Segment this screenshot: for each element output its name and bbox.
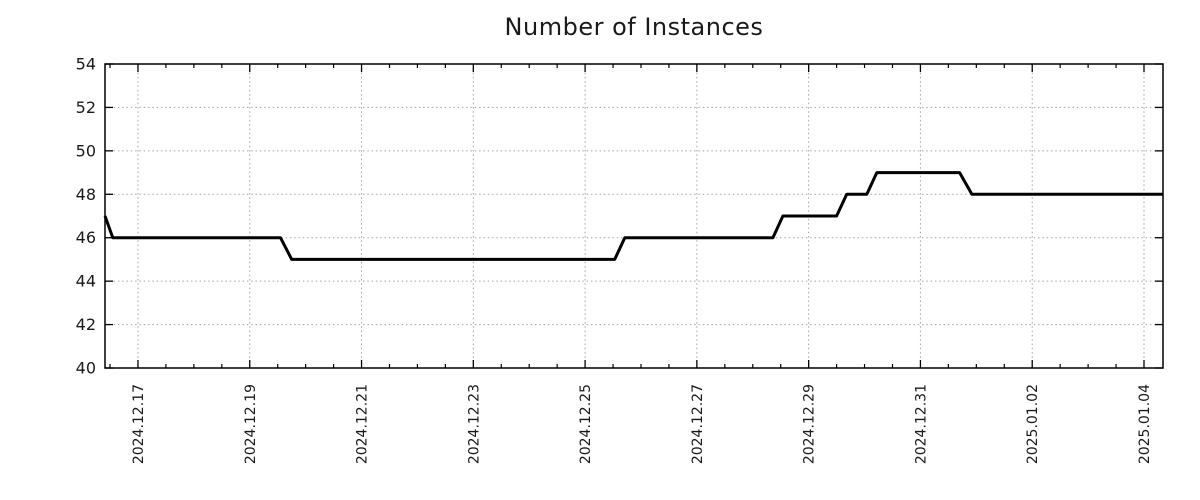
x-tick-label: 2024.12.23 bbox=[466, 384, 482, 464]
y-tick-label: 44 bbox=[76, 272, 96, 291]
x-tick-label: 2024.12.21 bbox=[355, 384, 371, 464]
x-tick-label: 2024.12.25 bbox=[578, 384, 594, 464]
plot-border bbox=[104, 63, 1164, 369]
x-tick-label: 2024.12.31 bbox=[913, 384, 929, 464]
y-tick-label: 46 bbox=[76, 228, 96, 247]
x-tick-label: 2024.12.17 bbox=[131, 384, 147, 464]
x-tick-label: 2025.01.04 bbox=[1137, 384, 1153, 464]
y-tick-label: 48 bbox=[76, 185, 96, 204]
x-tick-label: 2024.12.29 bbox=[802, 384, 818, 464]
y-tick-label: 42 bbox=[76, 315, 96, 334]
y-tick-label: 40 bbox=[76, 359, 96, 378]
x-tick-label: 2025.01.02 bbox=[1025, 384, 1041, 464]
y-tick-label: 54 bbox=[76, 55, 96, 74]
data-line bbox=[103, 171, 1163, 261]
x-tick-label: 2024.12.19 bbox=[243, 384, 259, 464]
chart-title: Number of Instances bbox=[504, 13, 764, 41]
y-tick-label: 52 bbox=[76, 98, 96, 117]
x-tick-label: 2024.12.27 bbox=[690, 384, 706, 464]
y-tick-label: 50 bbox=[76, 141, 96, 160]
